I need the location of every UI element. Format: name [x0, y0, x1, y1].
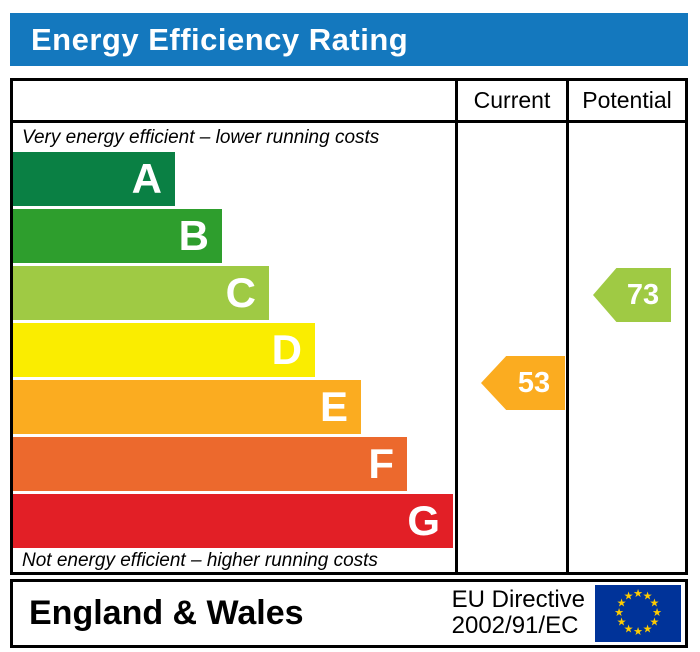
band-letter: C	[225, 269, 256, 316]
band-F: F	[13, 437, 407, 491]
eu-star-icon: ★	[616, 597, 627, 609]
current-column-divider	[455, 81, 458, 572]
top-note: Very energy efficient – lower running co…	[22, 127, 380, 148]
band-G: G	[13, 494, 453, 548]
eu-star-icon: ★	[649, 597, 660, 609]
eu-star-icon: ★	[633, 625, 643, 638]
eu-star-icon: ★	[623, 590, 634, 603]
current-rating-arrow: 53	[481, 356, 565, 410]
potential-rating-arrow: 73	[593, 268, 671, 322]
current-column-header: Current	[473, 87, 551, 113]
eu-star-icon: ★	[614, 606, 624, 619]
current-rating-value: 53	[517, 367, 551, 399]
eu-star-icon: ★	[652, 606, 662, 619]
band-D: D	[13, 323, 315, 377]
page-title: Energy Efficiency Rating	[31, 22, 409, 57]
band-letter: E	[319, 383, 348, 430]
eu-directive-label: EU Directive 2002/91/EC	[452, 587, 585, 639]
band-C: C	[13, 266, 269, 320]
band-A: A	[13, 152, 175, 206]
eu-star-icon: ★	[642, 590, 653, 603]
eu-star-icon: ★	[623, 622, 634, 635]
band-B: B	[13, 209, 222, 263]
potential-column-divider	[566, 81, 569, 572]
region-label: England & Wales	[29, 594, 304, 632]
eu-directive-line1: EU Directive	[451, 586, 585, 613]
band-letter: F	[368, 440, 394, 487]
band-letter: G	[407, 497, 440, 544]
eu-star-icon: ★	[616, 616, 627, 628]
band-letter: A	[131, 155, 162, 202]
eu-star-icon: ★	[642, 622, 653, 635]
band-letter: B	[178, 212, 209, 259]
band-letter: D	[271, 326, 302, 373]
energy-rating-chart: Current Potential Very energy efficient …	[10, 78, 688, 575]
band-E: E	[13, 380, 361, 434]
potential-rating-value: 73	[626, 279, 660, 311]
bottom-note: Not energy efficient – higher running co…	[22, 550, 378, 571]
eu-flag-icon: ★ ★ ★ ★ ★ ★ ★ ★ ★ ★ ★ ★	[595, 585, 681, 642]
potential-column-header: Potential	[582, 87, 672, 113]
eu-directive-line2: 2002/91/EC	[451, 612, 579, 639]
title-bar: Energy Efficiency Rating	[10, 13, 688, 66]
eu-star-icon: ★	[633, 587, 643, 600]
header-divider-line	[13, 120, 685, 123]
eu-star-icon: ★	[649, 616, 660, 628]
footer: England & Wales EU Directive 2002/91/EC …	[10, 579, 688, 648]
